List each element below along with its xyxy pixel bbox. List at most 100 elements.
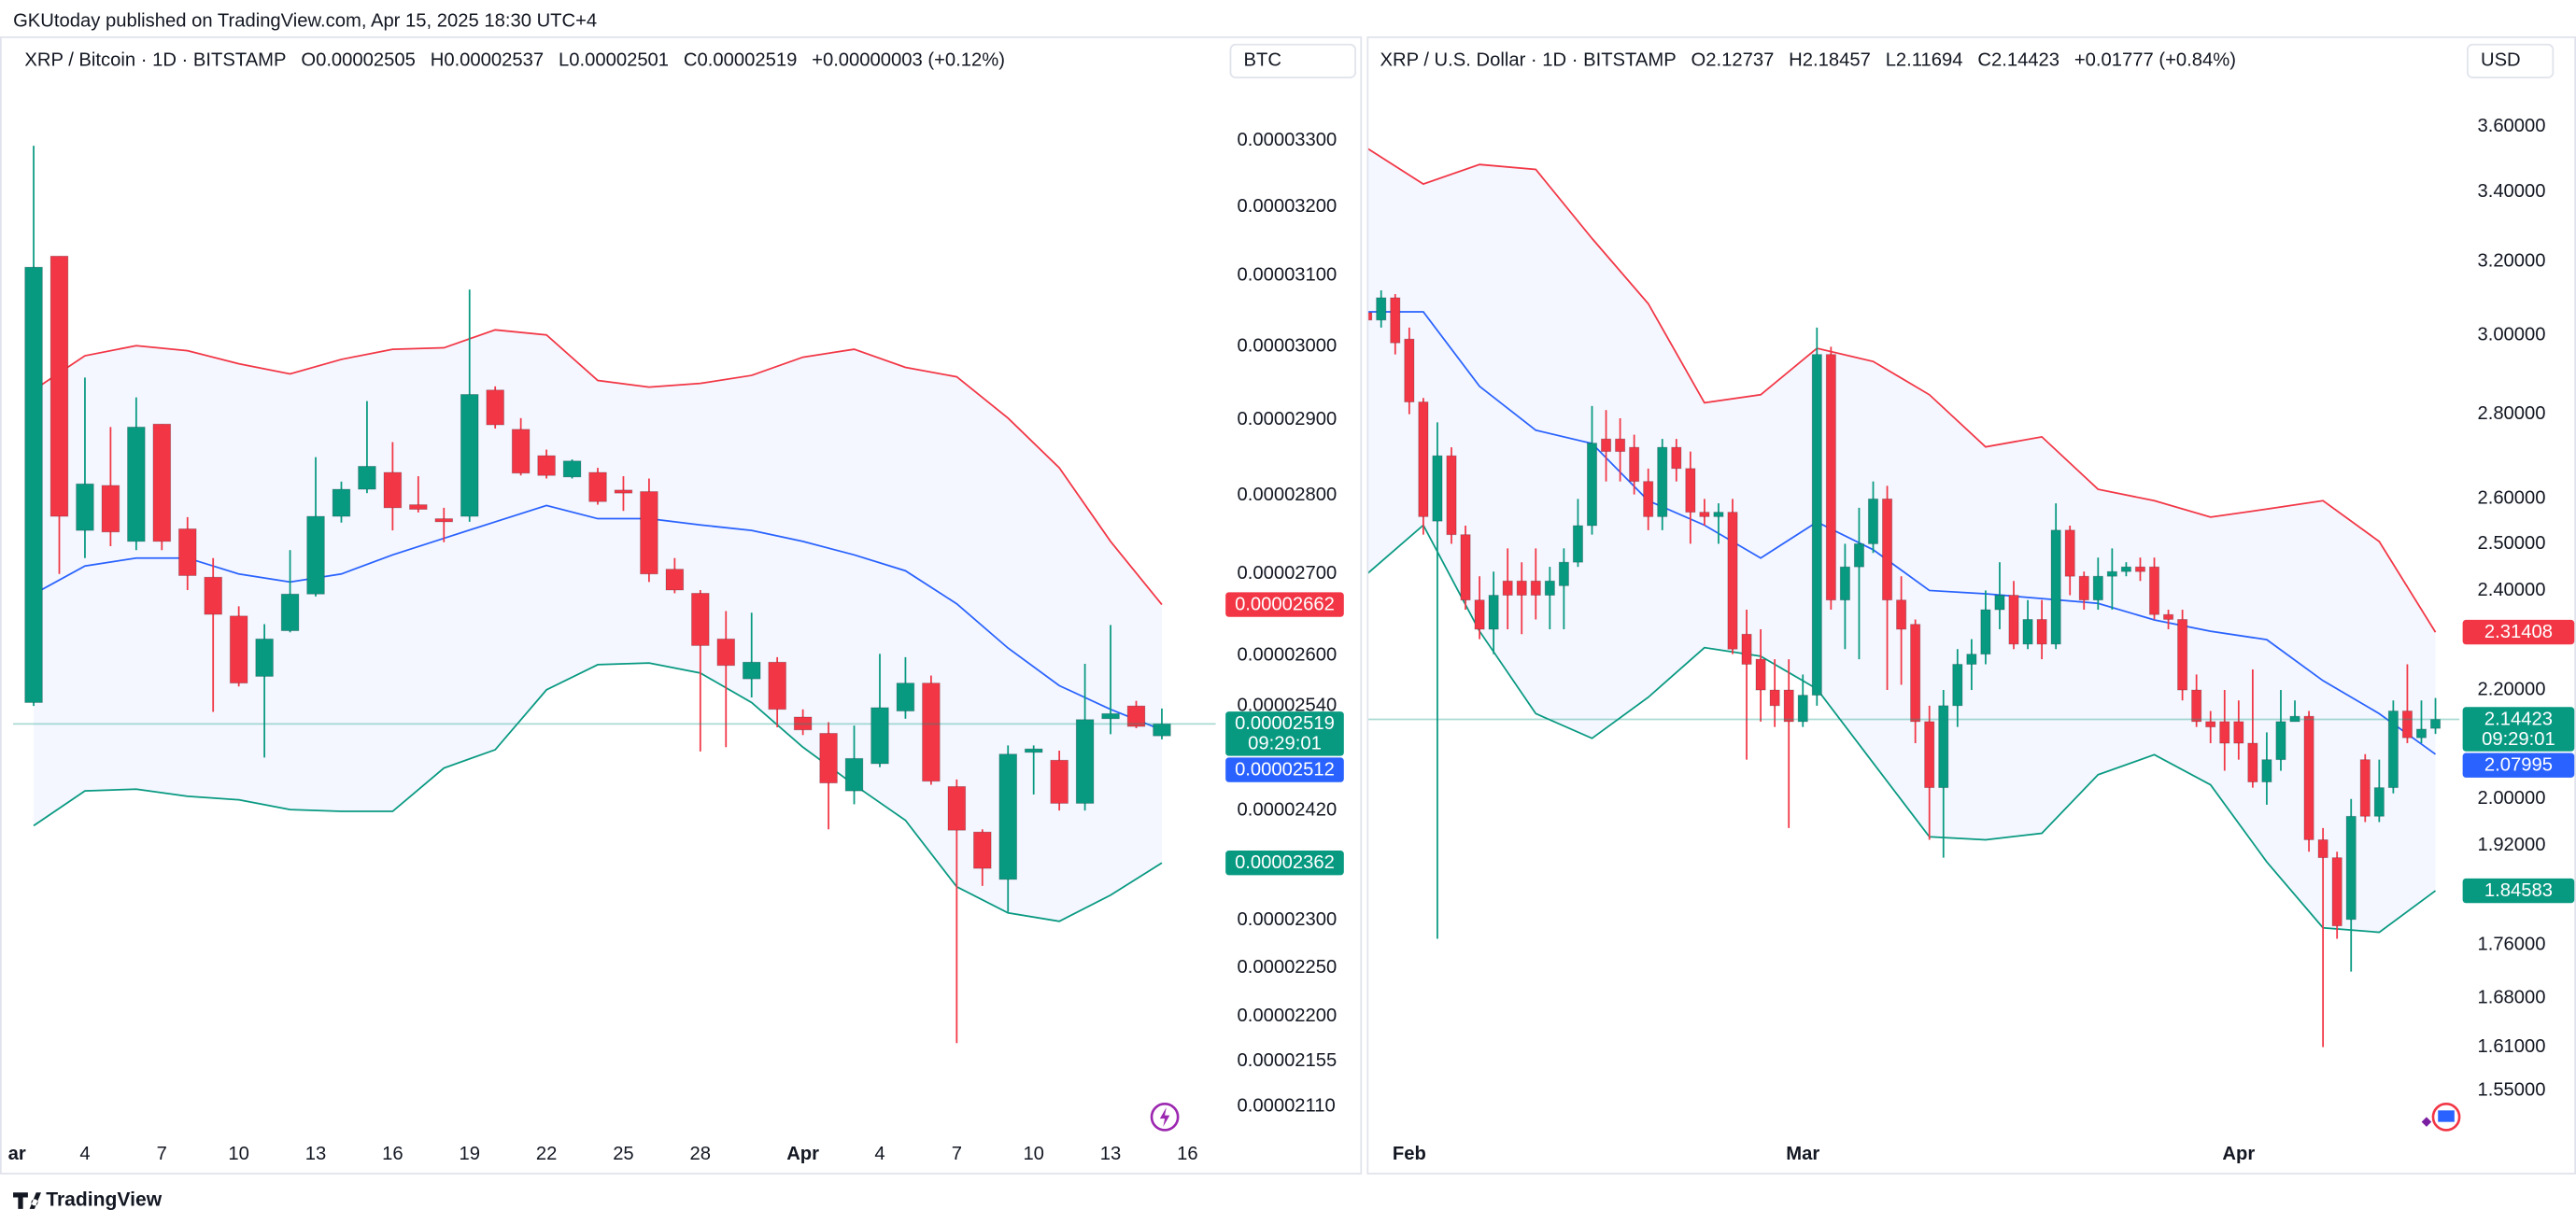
candle-body — [1881, 498, 1893, 601]
y-tick-label: 2.60000 — [2477, 488, 2545, 509]
candle-body — [742, 661, 761, 680]
candle-body — [2303, 715, 2314, 840]
candle-body — [1910, 624, 1921, 723]
currency-label: BTC — [1244, 50, 1281, 71]
candle-body — [229, 615, 248, 684]
x-tick-label: 16 — [1177, 1144, 1198, 1164]
chart-legend: XRP / U.S. Dollar · 1D · BITSTAMP O2.1273… — [1380, 50, 2237, 71]
candle-body — [2429, 719, 2442, 729]
candle-body — [1376, 297, 1387, 321]
left-panel-frame — [0, 35, 1363, 1175]
x-tick-label: 4 — [79, 1144, 90, 1164]
x-tick-label: Apr — [786, 1144, 819, 1164]
band-fill — [1368, 148, 2436, 933]
candle-body — [562, 460, 582, 478]
candle-body — [280, 593, 300, 631]
x-tick-label: Feb — [1393, 1144, 1426, 1164]
candle-body — [2050, 529, 2061, 645]
candle-body — [819, 733, 838, 784]
candle-body — [511, 429, 531, 474]
y-tick-label: 0.00002250 — [1237, 957, 1337, 978]
y-tick-label: 2.40000 — [2477, 580, 2545, 600]
ohlc-value: H0.00002537 — [431, 50, 544, 71]
candle-body — [1980, 609, 1991, 655]
x-tick-label: 19 — [459, 1144, 480, 1164]
candle-body — [2134, 566, 2146, 572]
candle-body — [24, 266, 43, 703]
y-tick-label: 1.76000 — [2477, 935, 2545, 955]
ohlc-value: C2.14423 — [1977, 50, 2059, 71]
x-tick-label: 7 — [952, 1144, 962, 1164]
candle-body — [2078, 575, 2089, 601]
candle-body — [2106, 570, 2117, 577]
ohlc-value: C0.00002519 — [684, 50, 797, 71]
candle-body — [2317, 839, 2328, 859]
candle-body — [1924, 721, 1935, 789]
candle-body — [1544, 580, 1555, 596]
y-tick-label: 0.00002155 — [1237, 1050, 1337, 1071]
candle-body — [614, 489, 633, 494]
price-box — [1225, 851, 1344, 876]
x-tick-label: ar — [8, 1144, 26, 1164]
candle-body — [101, 485, 120, 533]
candle-body — [537, 455, 556, 476]
candle-body — [204, 576, 222, 615]
candle-body — [2219, 721, 2230, 744]
candle-body — [152, 423, 172, 542]
price-box — [1225, 711, 1344, 756]
band-line — [33, 662, 1163, 922]
candle-body — [2247, 742, 2258, 782]
y-tick-label: 2.80000 — [2477, 403, 2545, 424]
candle-body — [1586, 443, 1598, 527]
candle-body — [640, 491, 658, 575]
candle-body — [2036, 619, 2047, 645]
candle-body — [1938, 705, 1949, 789]
candle-body — [1460, 534, 1471, 601]
flag-icon — [2421, 1102, 2461, 1132]
x-tick-label: 22 — [536, 1144, 557, 1164]
price-box — [2462, 878, 2575, 904]
candle-body — [716, 638, 736, 667]
candle-body — [2275, 721, 2286, 761]
price-box-label: 0.00002362 — [1235, 852, 1335, 873]
candle-body — [2233, 721, 2244, 744]
candle-body — [177, 528, 197, 576]
band-line — [33, 329, 1163, 606]
candle-body — [1741, 633, 1752, 665]
y-tick-label: 1.55000 — [2477, 1079, 2545, 1100]
candle-body — [2205, 721, 2216, 728]
y-tick-label: 0.00002200 — [1237, 1006, 1337, 1026]
candle-body — [2064, 529, 2075, 577]
currency-button[interactable] — [1229, 43, 1356, 78]
price-box-label: 0.00002512 — [1235, 759, 1335, 780]
candle-body — [1685, 468, 1696, 514]
icon-diamond — [2421, 1117, 2432, 1127]
candle-body — [2261, 759, 2272, 782]
candle-body — [998, 753, 1018, 880]
price-box-label: 0.00002519 — [1235, 713, 1335, 734]
band-line — [33, 504, 1163, 731]
ohlc-value: +0.00000003 (+0.12%) — [812, 50, 1005, 71]
y-tick-label: 3.40000 — [2477, 181, 2545, 202]
candle-body — [1474, 599, 1485, 630]
icon-bolt — [1159, 1106, 1170, 1127]
candle-body — [1446, 455, 1457, 536]
x-tick-label: 13 — [305, 1144, 327, 1164]
candle-body — [947, 785, 967, 831]
candle-body — [1488, 595, 1499, 630]
candle-body — [1126, 705, 1146, 727]
candle-body — [2331, 857, 2342, 927]
candle-body — [1699, 512, 1710, 517]
band-line — [1368, 311, 2437, 755]
price-box — [2462, 619, 2575, 645]
candle-body — [2401, 710, 2413, 739]
price-box — [2462, 753, 2575, 778]
y-tick-label: 2.50000 — [2477, 533, 2545, 554]
candle-body — [306, 515, 325, 595]
currency-button[interactable] — [2467, 43, 2555, 78]
symbol-title: XRP / Bitcoin · 1D · BITSTAMP — [24, 50, 286, 71]
candle-body — [2345, 815, 2357, 921]
candle-body — [1153, 723, 1171, 737]
price-box-label: 2.14423 — [2484, 709, 2553, 729]
band-line — [1368, 148, 2437, 633]
